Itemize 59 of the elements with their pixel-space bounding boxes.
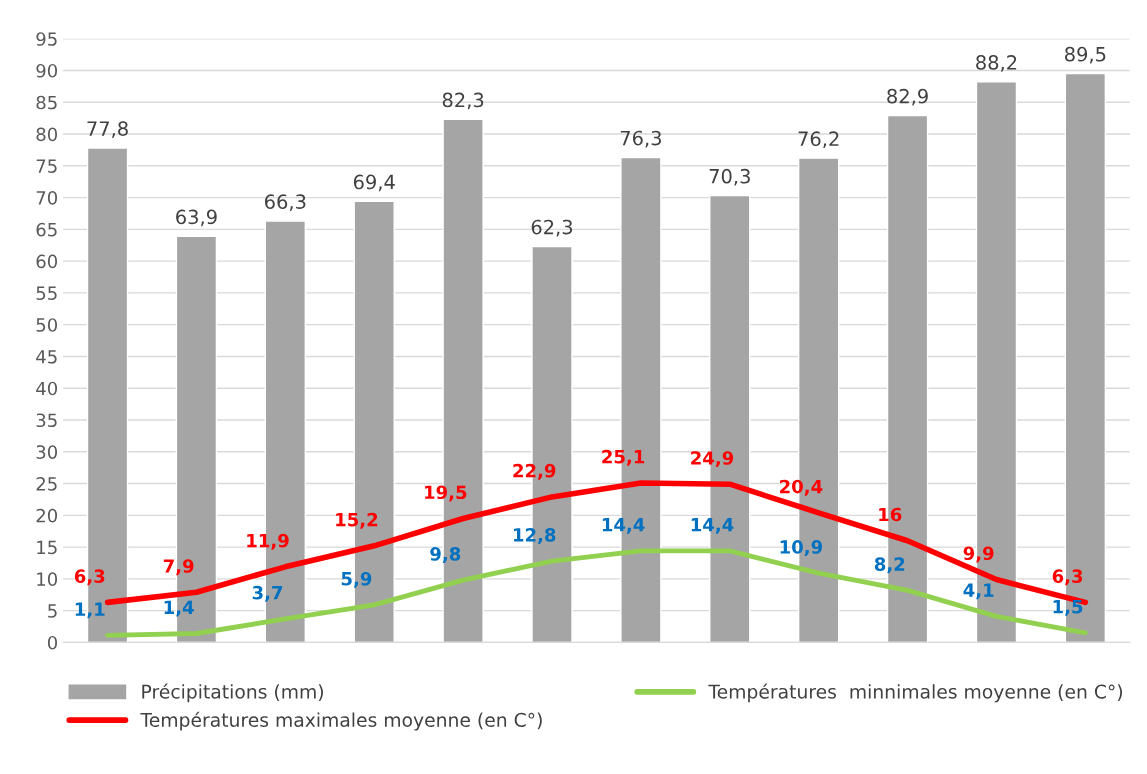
data-label: 82,3: [442, 92, 484, 110]
data-label: 70,3: [709, 168, 750, 186]
data-label: 82,9: [887, 88, 928, 106]
y-tick-label: 35: [36, 413, 57, 428]
legend-label: Températures maximales moyenne (en C°): [140, 711, 542, 731]
y-tick-label: 5: [48, 604, 57, 618]
data-label: 12,8: [513, 528, 556, 544]
y-tick-label: 55: [36, 286, 57, 301]
y-tick-label: 45: [36, 350, 57, 364]
legend-label: Températures minnimales moyenne (en C°): [708, 683, 1123, 703]
legend-label: Précipitations (mm): [142, 683, 323, 703]
data-label: 1,5: [1053, 600, 1083, 616]
y-tick-label: 40: [36, 381, 58, 396]
data-label: 10,9: [780, 540, 823, 557]
y-tick-label: 0: [47, 635, 58, 650]
data-label: 76,2: [798, 131, 839, 149]
data-label: 1,1: [75, 602, 105, 619]
y-tick-label: 30: [36, 445, 58, 459]
y-tick-label: 10: [37, 572, 58, 586]
y-tick-label: 25: [36, 477, 57, 491]
data-label: 76,3: [620, 130, 661, 148]
y-tick-label: 90: [36, 63, 58, 78]
data-label: 3,7: [252, 585, 283, 602]
data-label: 88,2: [976, 55, 1017, 72]
data-label: 1,4: [164, 600, 194, 617]
data-label: 22,9: [513, 463, 556, 480]
data-label: 5,9: [341, 571, 372, 588]
data-label: 69,4: [353, 174, 395, 192]
data-label: 6,3: [74, 569, 105, 586]
data-label: 7,9: [163, 559, 194, 576]
data-label: 11,9: [247, 533, 289, 550]
y-tick-label: 95: [36, 32, 57, 46]
y-tick-label: 60: [36, 254, 58, 269]
y-tick-label: 50: [36, 318, 58, 332]
y-tick-label: 65: [36, 222, 57, 237]
data-label: 16: [879, 507, 902, 522]
data-label: 14,4: [691, 518, 734, 534]
data-label: 14,4: [602, 518, 645, 534]
data-label: 8,2: [874, 557, 905, 574]
data-label: 19,5: [425, 485, 467, 502]
data-label: 63,9: [176, 209, 217, 227]
data-label: 66,3: [265, 194, 306, 211]
y-tick-label: 80: [36, 127, 58, 142]
y-tick-label: 85: [36, 95, 57, 110]
data-label: 15,2: [336, 512, 378, 529]
data-label: 77,8: [87, 121, 128, 138]
y-tick-label: 75: [36, 159, 57, 173]
data-label: 9,9: [963, 546, 994, 563]
y-tick-label: 70: [36, 191, 58, 205]
y-tick-label: 20: [36, 508, 58, 523]
data-label: 20,4: [780, 479, 823, 496]
data-label: 9,8: [430, 547, 461, 564]
data-label: 25,1: [602, 449, 645, 466]
data-label: 62,3: [531, 219, 573, 237]
data-label: 24,9: [691, 451, 734, 468]
data-label: 89,5: [1065, 46, 1106, 64]
data-label: 4,1: [963, 583, 994, 600]
data-label: 6,3: [1052, 569, 1083, 586]
y-tick-label: 15: [37, 540, 57, 555]
